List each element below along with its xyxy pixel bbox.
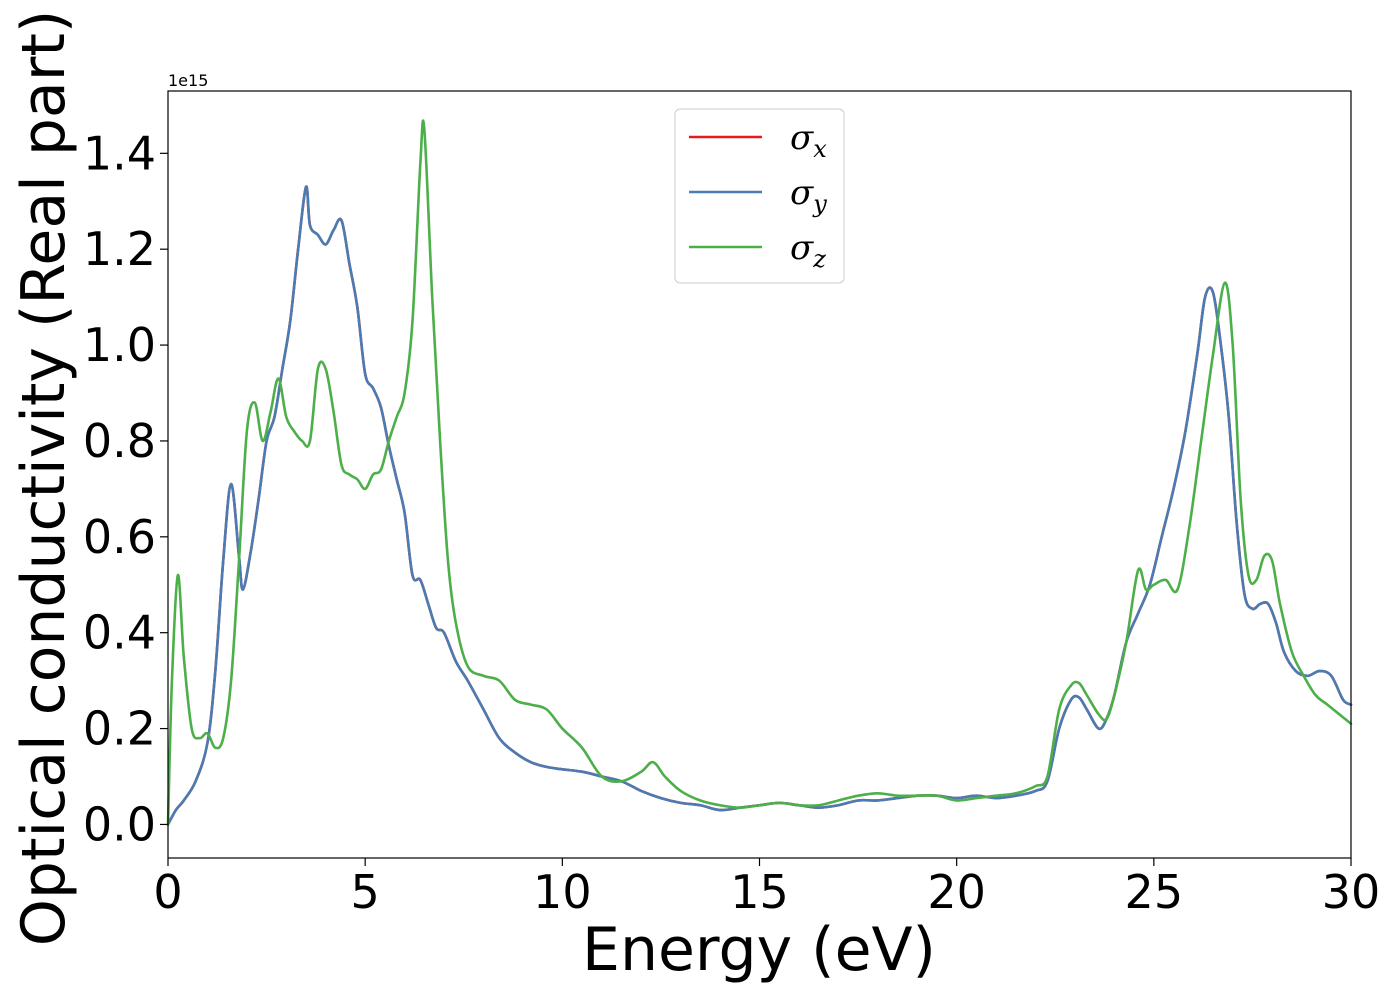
legend-box	[674, 108, 845, 284]
y-axis-title: Optical conductivity (Real part)	[9, 10, 79, 947]
y-tick-label: 1.4	[83, 126, 156, 180]
x-tick-label: 5	[351, 865, 380, 919]
series-line-z	[166, 119, 1353, 826]
y-tick-label: 1.0	[83, 318, 156, 372]
x-tick-label: 10	[533, 865, 592, 919]
y-tick-label: 0.6	[83, 510, 156, 564]
y-tick-label: 0.2	[83, 702, 156, 756]
legend-subscript-z: z	[812, 245, 826, 273]
x-axis-title: Energy (eV)	[582, 915, 936, 985]
y-axis: 0.0 0.2 0.4 0.6 0.8 1.0 1.2 1.4	[83, 126, 168, 851]
legend-subscript-y: y	[812, 190, 827, 218]
y-offset-label: 1e15	[168, 71, 208, 90]
x-tick-label: 0	[153, 865, 182, 919]
y-tick-label: 1.2	[83, 222, 156, 276]
legend-subscript-x: x	[813, 135, 827, 163]
x-tick-label: 15	[730, 865, 789, 919]
series-line-y	[166, 185, 1353, 826]
series-layer	[166, 119, 1353, 826]
y-tick-label: 0.8	[83, 414, 156, 468]
x-axis: 0 5 10 15 20 25 30	[153, 858, 1380, 919]
y-tick-label: 0.4	[83, 606, 156, 660]
x-tick-label: 20	[927, 865, 986, 919]
x-tick-label: 25	[1125, 865, 1184, 919]
y-tick-label: 0.0	[83, 797, 156, 851]
x-tick-label: 30	[1322, 865, 1381, 919]
